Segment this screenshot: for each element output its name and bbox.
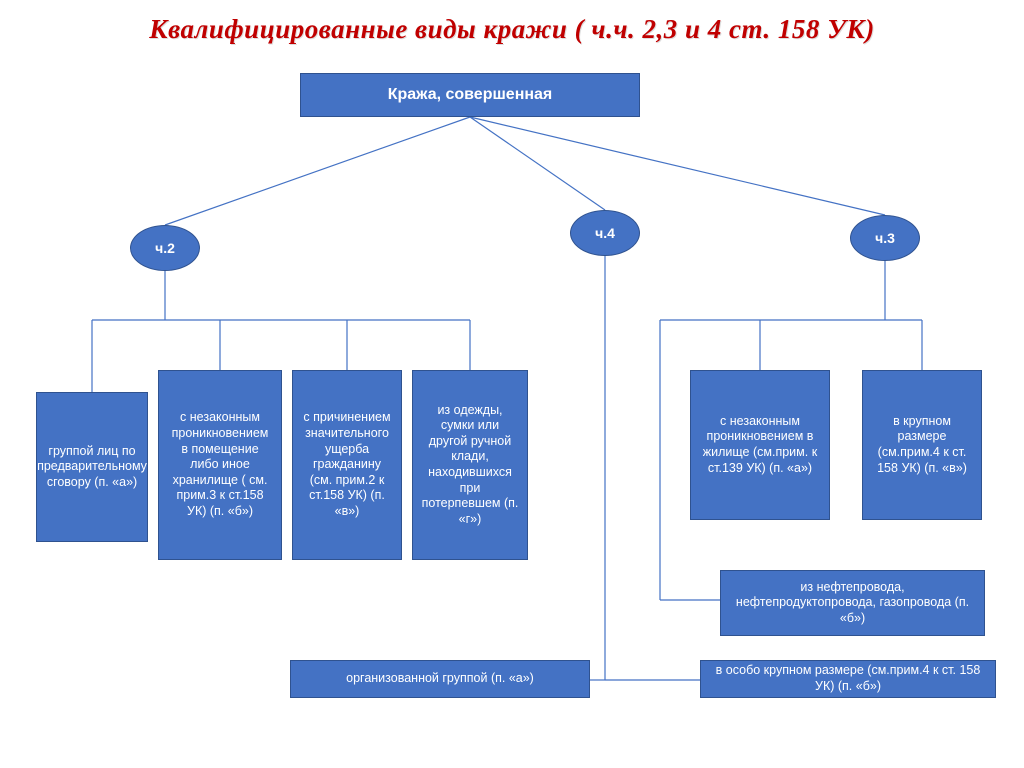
leaf-box: из одежды, сумки или другой ручной клади… [412, 370, 528, 560]
leaf-box: с незаконным проникновением в помещение … [158, 370, 282, 560]
leaf-box: группой лиц по предварительному сговору … [36, 392, 148, 542]
root-box: Кража, совершенная [300, 73, 640, 117]
leaf-box: из нефтепровода, нефтепродуктопровода, г… [720, 570, 985, 636]
leaf-box: с причинением значительного ущерба гражд… [292, 370, 402, 560]
leaf-box: с незаконным проникновением в жилище (см… [690, 370, 830, 520]
leaf-box: в особо крупном размере (см.прим.4 к ст.… [700, 660, 996, 698]
page-title: Квалифицированные виды кражи ( ч.ч. 2,3 … [0, 14, 1024, 45]
node-ch3: ч.3 [850, 215, 920, 261]
leaf-box: организованной группой (п. «а») [290, 660, 590, 698]
node-ch4: ч.4 [570, 210, 640, 256]
leaf-box: в крупном размере (см.прим.4 к ст. 158 У… [862, 370, 982, 520]
node-ch2: ч.2 [130, 225, 200, 271]
